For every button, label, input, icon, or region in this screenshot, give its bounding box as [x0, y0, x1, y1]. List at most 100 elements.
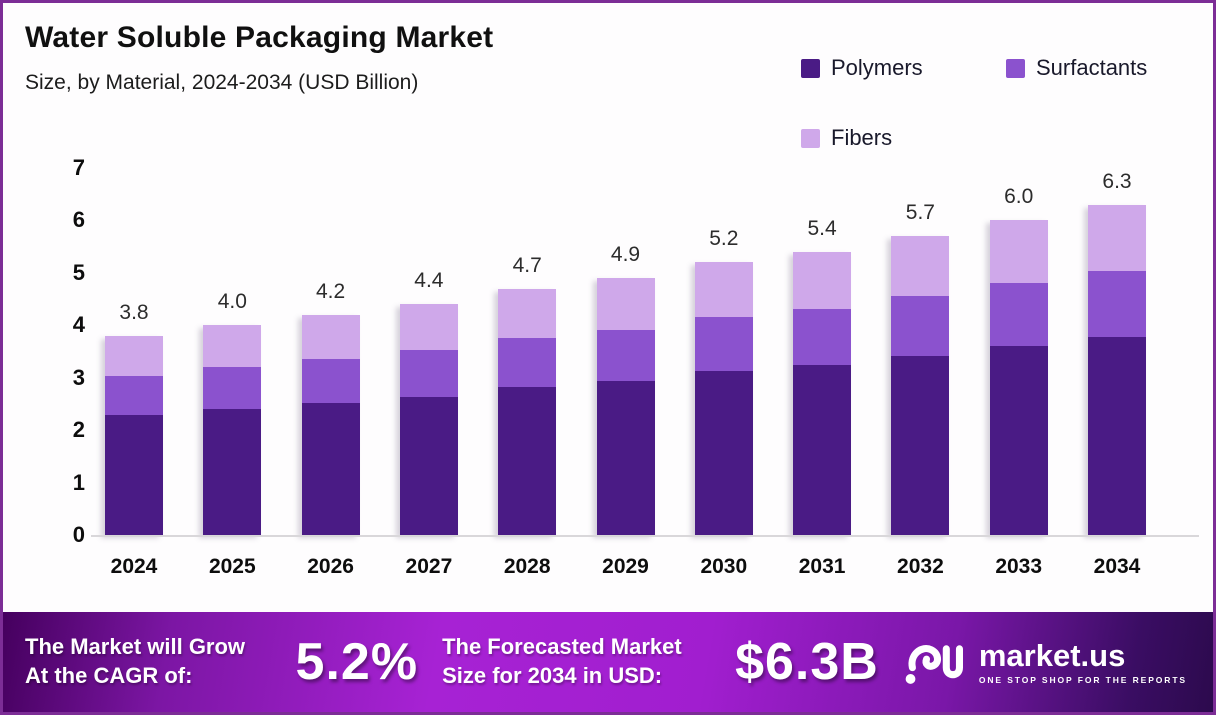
- x-axis-line: [91, 535, 1199, 537]
- chart-header: Water Soluble Packaging Market Size, by …: [25, 21, 493, 95]
- x-axis-label: 2030: [700, 555, 748, 578]
- y-axis-tick: 4: [72, 312, 85, 338]
- y-axis-tick: 1: [72, 469, 85, 495]
- bar-segment-polymers: [498, 387, 557, 535]
- x-axis-label: 2024: [110, 555, 158, 578]
- bar-total-label: 5.4: [807, 216, 837, 240]
- bar-total-label: 4.2: [315, 279, 346, 303]
- y-axis-tick: 6: [72, 207, 85, 233]
- bar-segment-fibers: [793, 251, 852, 309]
- chart-plot-area: 0 1 2 3 4 5 6 7 3.8 4.0 4.2 4.4 4.7 4.9 5.2 5.4 5.7 6.0 6…: [73, 155, 1199, 547]
- cagr-label-line2: At the CAGR of:: [25, 663, 193, 688]
- brand-logo: market.us ONE STOP SHOP FOR THE REPORTS: [903, 636, 1187, 688]
- bar-2025: [203, 325, 262, 535]
- bar-segment-polymers: [399, 396, 458, 535]
- bar-segment-fibers: [399, 304, 458, 351]
- legend-swatch-polymers: [801, 58, 820, 78]
- brand-tagline: ONE STOP SHOP FOR THE REPORTS: [978, 674, 1187, 685]
- bar-2034: [1088, 204, 1146, 535]
- x-axis-label: 2027: [405, 555, 453, 578]
- x-axis-label: 2028: [503, 555, 551, 578]
- bar-segment-fibers: [301, 314, 360, 359]
- market-us-logo-icon: [905, 645, 963, 684]
- page-title: Water Soluble Packaging Market: [25, 21, 494, 54]
- bar-segment-surfactants: [891, 295, 950, 356]
- bar-segment-polymers: [989, 346, 1048, 535]
- x-axis-label: 2034: [1093, 555, 1141, 578]
- x-axis-label: 2033: [995, 555, 1043, 578]
- bar-segment-polymers: [694, 371, 753, 535]
- legend-swatch-surfactants: [1006, 58, 1025, 78]
- legend-swatch-fibers: [801, 128, 820, 148]
- bar-2026: [301, 314, 360, 535]
- x-axis-labels: 2024 2025 2026 2027 2028 2029 2030 2031 2032 2033…: [105, 555, 1146, 585]
- bar-total-label: 4.4: [414, 269, 444, 293]
- bar-2027: [399, 304, 458, 535]
- legend-label: Polymers: [831, 55, 923, 80]
- x-axis-label: 2031: [798, 555, 846, 578]
- bar-total-label: 5.2: [709, 227, 739, 251]
- bar-segment-surfactants: [105, 375, 163, 416]
- chart-subtitle: Size, by Material, 2024-2034 (USD Billio…: [25, 71, 419, 94]
- bar-segment-surfactants: [203, 367, 262, 410]
- bar-segment-surfactants: [694, 316, 753, 372]
- bar-segment-polymers: [203, 409, 262, 535]
- bar-2033: [989, 220, 1048, 535]
- bar-segment-polymers: [596, 380, 655, 535]
- bar-segment-surfactants: [301, 358, 360, 403]
- legend-label: Surfactants: [1036, 55, 1148, 80]
- bar-2028: [498, 288, 557, 535]
- bar-segment-fibers: [203, 325, 262, 368]
- y-axis-tick: 0: [72, 522, 85, 547]
- forecast-label-line1: The Forecasted Market: [442, 634, 682, 660]
- bar-2024: [105, 335, 163, 535]
- legend-item-surfactants: Surfactants: [1006, 55, 1147, 81]
- bar-total-label: 4.0: [217, 290, 247, 314]
- y-axis-tick: 7: [72, 155, 85, 180]
- bar-segment-fibers: [891, 236, 950, 296]
- x-axis-label: 2025: [208, 555, 256, 578]
- y-axis-tick: 2: [72, 417, 85, 443]
- bar-segment-surfactants: [1088, 270, 1146, 337]
- bar-segment-fibers: [596, 278, 655, 330]
- bar-2029: [596, 278, 655, 535]
- legend-label: Fibers: [831, 125, 893, 150]
- bar-2030: [694, 262, 753, 535]
- bar-segment-polymers: [793, 365, 852, 535]
- cagr-label: The Market will Grow At the CAGR of:: [25, 633, 286, 690]
- y-axis-tick: 5: [72, 259, 85, 285]
- forecast-label-line2: Size for 2034 in USD:: [442, 663, 663, 688]
- footer-banner: The Market will Grow At the CAGR of: 5.2…: [3, 612, 1213, 712]
- bar-segment-fibers: [989, 220, 1048, 284]
- x-axis-label: 2026: [307, 555, 354, 578]
- bar-segment-surfactants: [793, 308, 852, 366]
- bar-segment-fibers: [498, 288, 557, 338]
- brand-name: market.us: [978, 637, 1126, 673]
- legend-item-fibers: Fibers: [801, 125, 892, 151]
- bar-2031: [793, 251, 852, 535]
- bar-total-label: 4.9: [610, 243, 641, 267]
- bars-container: 3.8 4.0 4.2 4.4 4.7 4.9 5.2 5.4 5.7 6.0 6.3: [105, 168, 1146, 535]
- y-axis: 0 1 2 3 4 5 6 7: [39, 155, 85, 547]
- forecast-label: The Forecasted Market Size for 2034 in U…: [442, 633, 725, 690]
- bar-total-label: 3.8: [119, 300, 149, 324]
- x-axis-label: 2029: [602, 555, 649, 578]
- cagr-value: 5.2%: [295, 633, 419, 691]
- brand-text-block: market.us ONE STOP SHOP FOR THE REPORTS: [979, 640, 1187, 685]
- bar-segment-surfactants: [596, 329, 655, 381]
- bar-total-label: 4.7: [512, 253, 542, 277]
- bar-segment-fibers: [694, 262, 753, 317]
- x-axis-label: 2032: [897, 555, 944, 578]
- legend: Polymers Surfactants Fibers: [801, 55, 1201, 155]
- bar-2032: [891, 236, 950, 535]
- bar-segment-surfactants: [399, 350, 458, 397]
- bar-total-label: 5.7: [905, 201, 935, 225]
- bar-total-label: 6.3: [1102, 169, 1132, 193]
- bar-segment-surfactants: [498, 337, 557, 388]
- bar-segment-fibers: [1088, 204, 1146, 271]
- bar-segment-polymers: [105, 415, 163, 535]
- bar-segment-fibers: [105, 335, 163, 376]
- y-axis-tick: 3: [72, 364, 85, 390]
- bar-segment-polymers: [1088, 336, 1146, 535]
